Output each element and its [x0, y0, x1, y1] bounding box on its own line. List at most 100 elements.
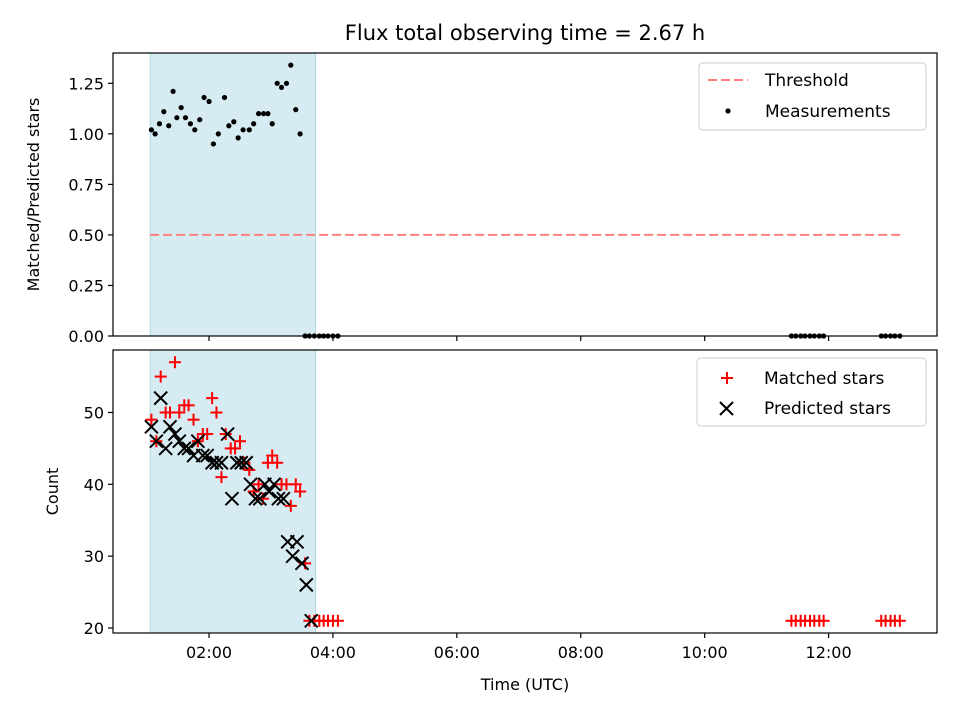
measurement-point	[156, 121, 163, 127]
measurement-point	[221, 94, 228, 101]
measurement-point	[293, 107, 299, 113]
y-tick-label-top: 0.00	[68, 327, 104, 346]
matched-star-point	[210, 406, 223, 419]
predicted-star-point	[248, 491, 263, 506]
measurement-point	[269, 121, 275, 127]
matched-star-point	[284, 499, 297, 512]
matched-star-point	[219, 428, 232, 441]
measurement-point	[148, 127, 155, 133]
measurement-point	[274, 80, 280, 86]
measurement-point	[210, 141, 216, 147]
matched-star-point	[234, 435, 247, 448]
y-tick-label-bottom: 20	[84, 619, 104, 638]
panel-counts: 20 30 40 50 02:00 04:00 06:00 08:00 10:00 12:00 C…	[43, 349, 938, 694]
x-tick-label: 10:00	[682, 643, 728, 662]
y-tick-label-bottom: 40	[84, 475, 104, 494]
matched-star-point	[182, 399, 195, 412]
measurement-point	[255, 111, 262, 117]
x-tick-label: 04:00	[310, 643, 356, 662]
legend-predicted-label: Predicted stars	[764, 399, 891, 419]
predicted-star-point	[149, 434, 164, 449]
x-axis-title: Time (UTC)	[480, 675, 569, 694]
measurement-point	[174, 115, 180, 121]
observing-window-top	[149, 52, 317, 337]
predicted-star-point	[271, 491, 286, 506]
predicted-star-point	[224, 491, 240, 506]
predicted-star-point	[158, 441, 173, 456]
x-tick-label: 08:00	[558, 643, 604, 662]
measurement-point	[187, 121, 194, 127]
y-tick-label-bottom: 30	[84, 547, 104, 566]
predicted-star-point	[261, 484, 277, 499]
measurement-point	[182, 115, 189, 121]
measurement-point	[297, 131, 303, 137]
measurement-point	[278, 84, 285, 90]
measurement-point	[215, 131, 221, 137]
measurement-point	[201, 94, 207, 101]
legend-measurements-label: Measurements	[765, 102, 891, 122]
y-tick-label-top: 0.50	[68, 226, 104, 245]
matched-star-point	[289, 478, 302, 491]
predicted-star-point	[238, 455, 254, 470]
predicted-star-point	[209, 455, 224, 470]
y-tick-label-top: 1.25	[68, 74, 104, 93]
y-tick-label-top: 1.00	[68, 125, 104, 144]
measurement-point	[231, 119, 237, 125]
matched-star-point	[173, 406, 186, 419]
predicted-star-point	[220, 426, 235, 442]
measurement-point	[283, 80, 290, 86]
measurement-point	[192, 127, 198, 133]
x-tick-label: 06:00	[434, 643, 480, 662]
y-axis-title-top: Matched/Predicted stars	[24, 98, 43, 292]
matched-star-point	[271, 456, 284, 469]
measurement-point	[226, 123, 232, 129]
y-axis-title-bottom: Count	[43, 468, 62, 516]
x-tick-label: 02:00	[186, 643, 232, 662]
matched-star-point	[201, 428, 214, 441]
matched-star-point	[229, 442, 242, 455]
predicted-star-point	[172, 434, 187, 449]
predicted-star-point	[190, 434, 206, 449]
plot-frame-bottom	[112, 349, 938, 634]
matched-star-point	[252, 478, 265, 491]
matched-star-point	[294, 485, 307, 498]
measurement-point	[206, 98, 212, 105]
predicted-star-point	[153, 390, 168, 406]
measurement-point	[166, 123, 172, 129]
predicted-star-point	[252, 491, 268, 506]
legend-matched-label: Matched stars	[764, 369, 884, 389]
legend-threshold-label: Threshold	[764, 71, 849, 91]
matched-star-point	[145, 413, 158, 426]
plot-frame-top	[112, 52, 938, 337]
matched-star-point	[187, 413, 200, 426]
predicted-star-point	[144, 419, 159, 435]
predicted-star-point	[294, 556, 310, 571]
predicted-star-point	[304, 613, 319, 628]
predicted-star-point	[289, 534, 305, 549]
predicted-star-point	[167, 426, 183, 442]
chart-title: Flux total observing time = 2.67 h	[345, 21, 705, 45]
legend-predicted-swatch	[719, 401, 734, 416]
predicted-star-point	[162, 419, 178, 435]
predicted-star-point	[234, 455, 249, 470]
predicted-star-point	[181, 441, 196, 456]
x-tick-label: 12:00	[806, 643, 852, 662]
matched-star-point	[331, 614, 344, 627]
y-tick-label-top: 0.75	[68, 175, 104, 194]
predicted-star-point	[199, 448, 215, 463]
measurement-point	[152, 131, 158, 137]
measurement-point	[178, 104, 184, 111]
measurement-point	[251, 121, 257, 127]
predicted-star-point	[214, 455, 229, 470]
predicted-star-point	[243, 477, 258, 492]
measurement-point	[288, 62, 294, 68]
legend-matched-swatch	[721, 372, 733, 384]
predicted-star-point	[299, 577, 314, 593]
matched-star-point	[817, 614, 830, 627]
predicted-star-point	[266, 477, 282, 492]
predicted-star-point	[276, 491, 291, 506]
measurement-point	[161, 109, 167, 115]
measurement-point	[240, 127, 246, 133]
measurement-point	[265, 111, 271, 117]
